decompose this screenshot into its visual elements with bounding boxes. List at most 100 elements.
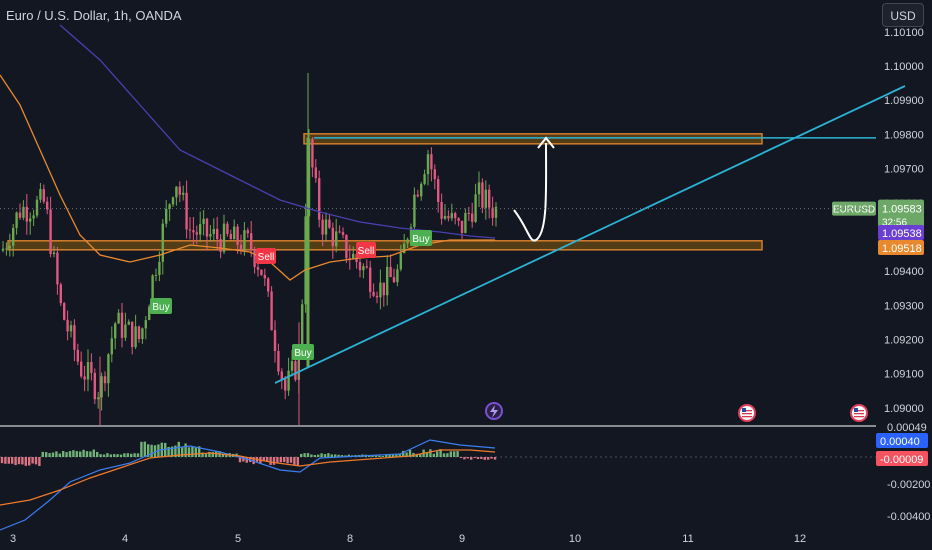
- bull-candle: [335, 218, 338, 253]
- candle-body: [277, 350, 280, 372]
- candle-body: [59, 284, 62, 304]
- macd-histogram-bar: [119, 454, 123, 457]
- bull-candle: [484, 180, 487, 220]
- candle-body: [365, 266, 368, 268]
- candle-body: [182, 192, 185, 195]
- bear-candle: [321, 214, 324, 246]
- macd-histogram-bar: [92, 449, 95, 457]
- macd-histogram-bar: [442, 453, 446, 457]
- candle-body: [29, 218, 32, 222]
- candle-body: [151, 275, 154, 307]
- macd-histogram-bar: [289, 457, 293, 463]
- bull-candle: [168, 203, 171, 221]
- bull-candle: [420, 181, 423, 201]
- currency-button[interactable]: USD: [882, 3, 924, 27]
- candle-body: [73, 325, 76, 350]
- candle-body: [443, 215, 447, 219]
- bull-candle: [107, 353, 110, 397]
- candle-body: [222, 223, 226, 252]
- candle-body: [403, 243, 406, 254]
- macd-histogram-bar: [306, 453, 310, 457]
- bull-candle: [158, 251, 161, 282]
- macd-histogram-bar: [391, 454, 395, 457]
- bull-candle: [443, 204, 447, 221]
- bear-candle: [314, 159, 317, 183]
- bull-candle: [8, 233, 11, 257]
- bear-candle: [284, 376, 287, 400]
- buy-signal-label: Buy: [412, 234, 429, 245]
- us-flag-icon[interactable]: [850, 404, 868, 422]
- macd-histogram-bar: [266, 457, 269, 462]
- bear-candle: [250, 220, 253, 257]
- candle-body: [270, 291, 273, 331]
- macd-histogram-bar: [208, 451, 211, 457]
- bear-candle: [447, 210, 450, 222]
- sell-signal: Sell: [356, 242, 376, 258]
- candle-body: [141, 328, 144, 340]
- candle-body: [477, 182, 481, 195]
- macd-histogram-bar: [65, 452, 68, 457]
- candle-body: [382, 282, 385, 296]
- candle-body: [32, 215, 35, 219]
- macd-histogram-bar: [24, 457, 27, 466]
- bull-candle: [171, 196, 175, 207]
- bull-candle: [233, 219, 236, 240]
- bear-candle: [63, 301, 66, 321]
- bear-candle: [83, 365, 86, 392]
- macd-histogram-bar: [395, 454, 398, 457]
- bear-candle: [260, 269, 263, 276]
- bear-candle: [253, 246, 256, 274]
- macd-tick-label: 0.00049: [887, 422, 927, 434]
- symbol-tag-label: EURUSD: [833, 205, 875, 216]
- candle-body: [433, 169, 436, 180]
- macd-histogram-bar: [293, 457, 296, 465]
- bear-candle: [236, 224, 239, 254]
- candle-body: [341, 232, 345, 235]
- price-tick-label: 1.09100: [884, 369, 924, 381]
- bull-candle: [32, 209, 35, 227]
- lightning-icon[interactable]: [485, 402, 503, 420]
- time-tick-label: 3: [10, 533, 16, 545]
- macd-histogram-bar: [191, 446, 194, 457]
- bull-candle: [477, 171, 481, 208]
- candle-body: [318, 178, 321, 220]
- macd-histogram-bar: [276, 457, 279, 463]
- bear-candle: [341, 227, 345, 239]
- candle-body: [301, 304, 304, 353]
- candle-body: [83, 376, 86, 380]
- bear-candle: [457, 217, 460, 227]
- bear-candle: [382, 282, 385, 307]
- macd-histogram-bar: [123, 453, 126, 457]
- macd-histogram-bar: [388, 454, 391, 457]
- bear-candle: [454, 211, 457, 225]
- macd-histogram-bar: [153, 445, 157, 457]
- macd-histogram-bar: [347, 454, 350, 457]
- sell-signal-label: Sell: [358, 246, 375, 257]
- bear-candle: [42, 184, 45, 204]
- candle-body: [481, 182, 484, 208]
- macd-histogram-bar: [79, 451, 82, 457]
- bull-candle: [69, 320, 73, 338]
- candle-body: [124, 324, 127, 338]
- candle-body: [287, 370, 290, 391]
- bull-candle: [127, 319, 130, 326]
- macd-pane: [0, 439, 876, 531]
- macd-histogram-bar: [283, 457, 286, 463]
- macd-histogram-bar: [45, 452, 48, 457]
- price-tick-label: 1.09000: [884, 403, 924, 415]
- price-tick-label: 1.10000: [884, 61, 924, 73]
- symbol-tag: EURUSD: [832, 201, 876, 216]
- time-tick-label: 9: [459, 533, 465, 545]
- macd-histogram-bar: [320, 453, 323, 457]
- bull-candle: [222, 214, 226, 254]
- bear-candle: [331, 222, 334, 259]
- macd-histogram-bar: [252, 457, 255, 465]
- bear-candle: [178, 181, 181, 203]
- buy-signal-label: Buy: [152, 302, 169, 313]
- us-flag-icon[interactable]: [738, 404, 756, 422]
- bear-candle: [246, 227, 249, 238]
- candle-body: [464, 212, 467, 233]
- macd-histogram-bar: [96, 451, 99, 457]
- bear-candle: [137, 325, 141, 343]
